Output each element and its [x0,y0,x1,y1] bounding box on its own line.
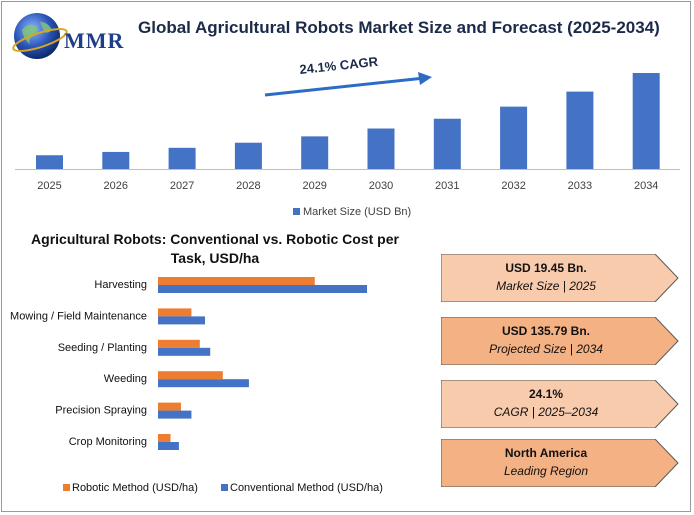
stat-desc: Market Size | 2025 [496,279,596,293]
stat-card-market-size: USD 19.45 Bn. Market Size | 2025 [441,254,681,302]
page-title: Global Agricultural Robots Market Size a… [138,18,660,37]
cagr-annotation: 24.1% CAGR [299,54,379,77]
x-tick-label: 2028 [236,180,260,192]
stat-card-leading-region: North America Leading Region [441,439,681,487]
bar-2026 [102,151,130,169]
mmr-logo: MMR [10,8,130,64]
stat-desc: CAGR | 2025–2034 [493,405,599,419]
x-tick-label: 2033 [568,180,592,192]
x-tick-label: 2027 [170,180,194,192]
cost-chart-title: Agricultural Robots: Conventional vs. Ro… [31,231,399,266]
bar-2025 [36,155,63,169]
cagr-arrow-line [264,77,421,97]
stat-value: 24.1% [528,387,564,401]
x-tick-label: 2030 [369,180,393,192]
cagr-arrow-head [418,72,432,85]
x-tick-label: 2031 [435,180,459,192]
stat-value: USD 19.45 Bn. [505,261,587,275]
stat-value: USD 135.79 Bn. [501,324,591,338]
stat-desc: Projected Size | 2034 [489,342,603,356]
stat-desc: Leading Region [503,464,589,478]
legend-label-market-size: Market Size (USD Bn) [303,206,411,218]
stat-card-projected-size: USD 135.79 Bn. Projected Size | 2034 [441,317,681,365]
bar-2030 [367,128,395,169]
stat-card-cagr: 24.1% CAGR | 2025–2034 [441,380,681,428]
stat-value: North America [504,446,588,460]
bar-2027 [168,147,196,169]
globe-icon [12,13,68,59]
market-size-chart: 2025 2026 2027 2028 2029 2030 2031 2032 2033 2034… [15,54,680,218]
x-tick-label: 2025 [37,180,61,192]
bar-2032 [500,106,528,169]
x-tick-label: 2026 [104,180,128,192]
logo-text: MMR [64,28,125,53]
x-tick-label: 2029 [302,180,326,192]
bar-2033 [566,91,594,169]
legend-swatch-market-size [293,208,300,215]
x-tick-label: 2032 [501,180,525,192]
bar-2029 [301,136,329,169]
bar-2028 [234,142,262,169]
bar-2031 [433,118,461,169]
x-tick-label: 2034 [634,180,658,192]
bar-2034 [632,73,660,169]
